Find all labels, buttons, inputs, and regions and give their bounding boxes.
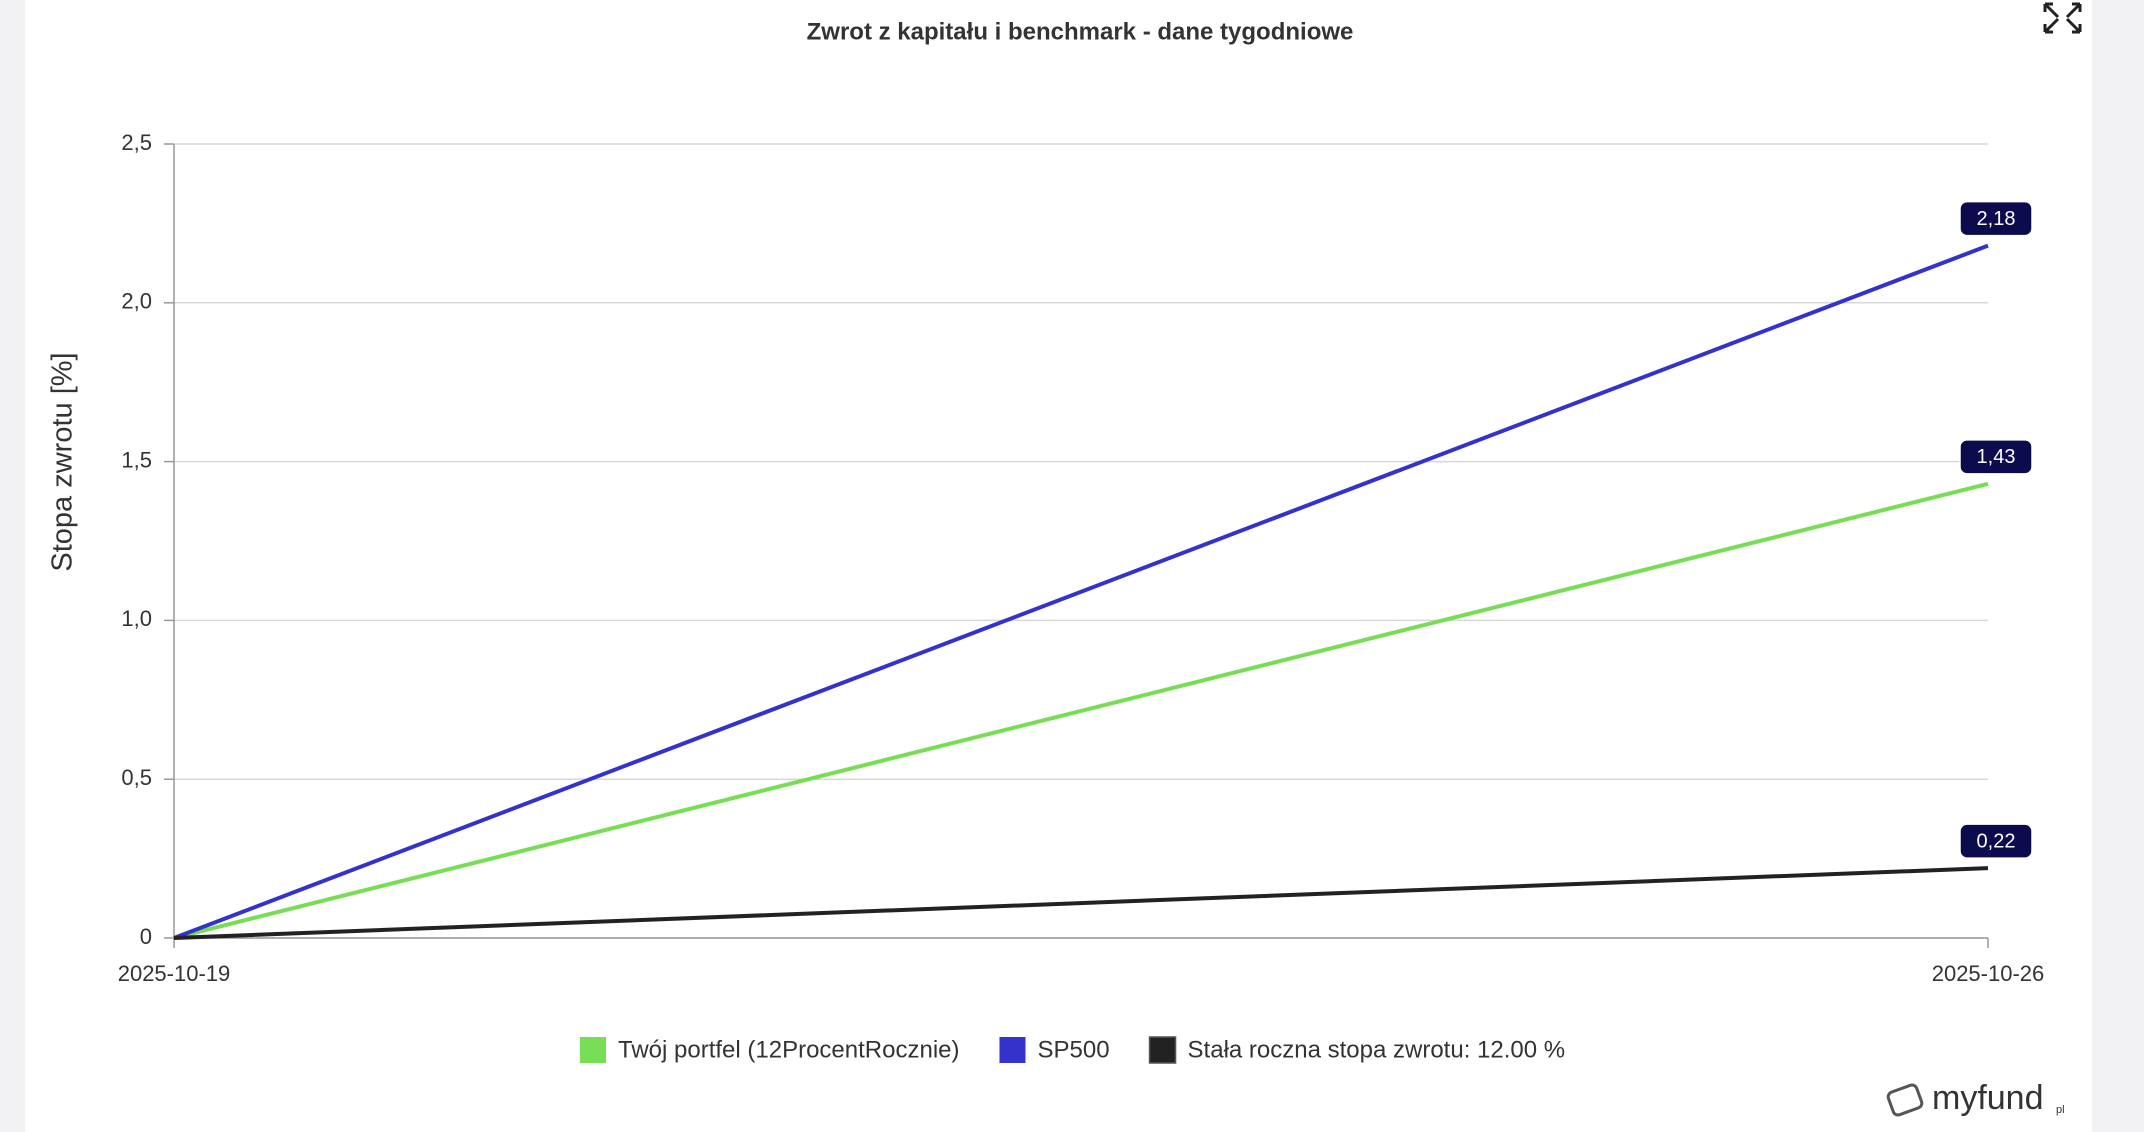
legend-label[interactable]: Twój portfel (12ProcentRocznie) [618, 1036, 959, 1063]
legend-swatch [999, 1037, 1026, 1063]
legend-label[interactable]: Stała roczna stopa zwrotu: 12.00 % [1188, 1036, 1566, 1063]
logo: myfund pl [1886, 1079, 2065, 1117]
x-tick-label: 2025-10-19 [118, 961, 231, 986]
line [173, 866, 1989, 940]
legend-label[interactable]: SP500 [1037, 1036, 1109, 1063]
line [173, 481, 1989, 940]
y-axis-label: Stopa zwrotu [%] [47, 352, 79, 571]
logo-suffix: pl [2056, 1104, 2065, 1116]
y-tick-label: 2,0 [121, 289, 152, 314]
expand-icon[interactable] [2043, 2, 2082, 34]
y-tick-label: 0 [140, 924, 152, 949]
card [25, 0, 2092, 1132]
value-label-box [1959, 439, 2033, 475]
y-tick-label: 2,5 [121, 130, 152, 155]
value-label-box [1959, 823, 2033, 859]
legend-swatch [1148, 1036, 1177, 1064]
logo-text: myfund [1932, 1079, 2044, 1117]
y-tick-label: 1,5 [121, 447, 152, 472]
chart-title: Zwrot z kapitału i benchmark - dane tygo… [807, 18, 1354, 45]
value-label-box [1959, 200, 2033, 237]
value-label: 0,22 [1977, 830, 2016, 852]
line [173, 243, 1989, 940]
y-tick-label: 1,0 [121, 606, 152, 631]
value-label: 2,18 [1977, 208, 2016, 230]
legend-swatch [580, 1037, 606, 1063]
value-label: 1,43 [1977, 446, 2016, 468]
y-tick-label: 0,5 [121, 765, 152, 790]
x-tick-label: 2025-10-26 [1932, 961, 2045, 986]
